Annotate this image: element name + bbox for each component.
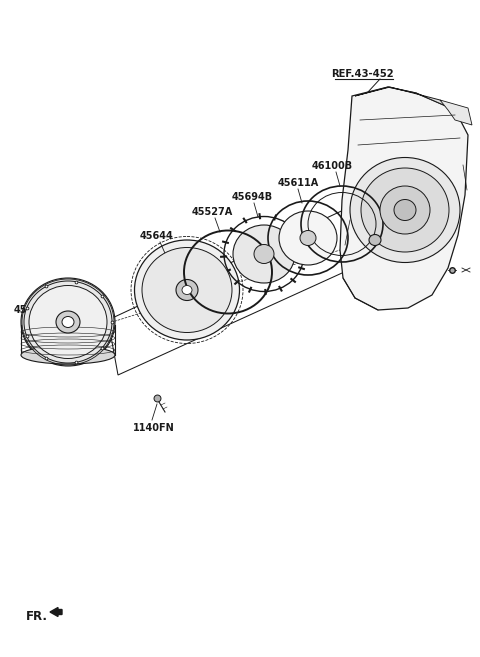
Ellipse shape	[62, 317, 74, 327]
Ellipse shape	[24, 281, 112, 363]
Ellipse shape	[134, 240, 240, 340]
Text: 46130: 46130	[388, 223, 422, 233]
Polygon shape	[440, 100, 472, 125]
Polygon shape	[340, 87, 468, 310]
Text: 45100: 45100	[14, 305, 48, 315]
Text: 46100B: 46100B	[312, 161, 353, 171]
Ellipse shape	[380, 186, 430, 234]
Polygon shape	[355, 87, 455, 110]
Ellipse shape	[21, 346, 115, 364]
Ellipse shape	[29, 286, 107, 359]
Ellipse shape	[182, 286, 192, 294]
Text: 45644: 45644	[140, 231, 174, 241]
Ellipse shape	[233, 225, 295, 283]
Text: 45694B: 45694B	[232, 192, 273, 202]
Text: REF.43-452: REF.43-452	[331, 69, 393, 79]
Ellipse shape	[279, 211, 337, 265]
Ellipse shape	[254, 244, 274, 263]
Ellipse shape	[350, 158, 460, 263]
Ellipse shape	[142, 248, 232, 332]
Text: 45527A: 45527A	[192, 207, 233, 217]
FancyArrow shape	[50, 608, 62, 616]
Text: 45611A: 45611A	[278, 178, 319, 188]
Ellipse shape	[369, 235, 381, 246]
Ellipse shape	[394, 200, 416, 221]
Ellipse shape	[300, 231, 316, 246]
Text: 1140FN: 1140FN	[133, 423, 175, 433]
Ellipse shape	[21, 278, 115, 366]
Ellipse shape	[56, 311, 80, 333]
Ellipse shape	[176, 279, 198, 300]
Ellipse shape	[361, 168, 449, 252]
Text: FR.: FR.	[26, 610, 48, 623]
